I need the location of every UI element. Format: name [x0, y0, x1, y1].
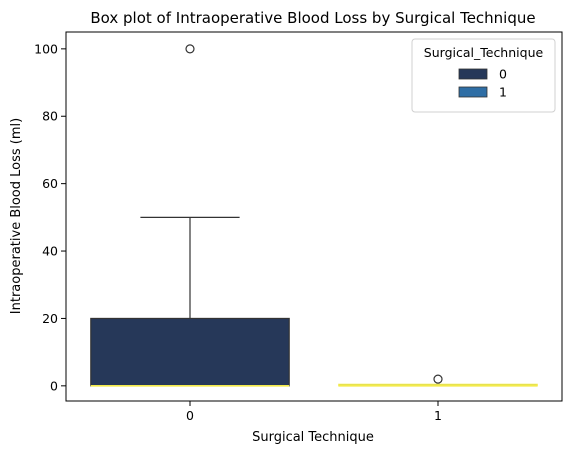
- boxes: [90, 44, 538, 387]
- legend-title: Surgical_Technique: [424, 45, 544, 60]
- outlier-point: [185, 44, 195, 54]
- box-body: [90, 317, 290, 387]
- y-axis-label: Intraoperative Blood Loss (ml): [9, 118, 24, 314]
- outlier-point: [433, 374, 443, 384]
- x-axis-label: Surgical Technique: [252, 430, 374, 445]
- chart-title: Box plot of Intraoperative Blood Loss by…: [90, 9, 535, 27]
- legend-swatch: [458, 86, 488, 98]
- y-tick-label: 0: [50, 378, 58, 393]
- legend-label: 1: [499, 85, 507, 100]
- legend: Surgical_Technique 0 1: [411, 38, 556, 113]
- legend-label: 0: [499, 67, 507, 82]
- x-tick-label: 0: [186, 408, 194, 423]
- x-tick-label: 1: [434, 408, 442, 423]
- y-tick-label: 80: [42, 109, 58, 124]
- y-tick-label: 60: [42, 176, 58, 191]
- y-tick-label: 40: [42, 244, 58, 259]
- y-tick-label: 100: [34, 41, 58, 56]
- y-axis: 0 20 40 60 80 100: [34, 41, 66, 393]
- box-0: [90, 44, 290, 387]
- plot-area-frame: [65, 31, 563, 402]
- y-tick-label: 20: [42, 311, 58, 326]
- box-1: [338, 374, 538, 387]
- legend-swatch: [458, 68, 488, 80]
